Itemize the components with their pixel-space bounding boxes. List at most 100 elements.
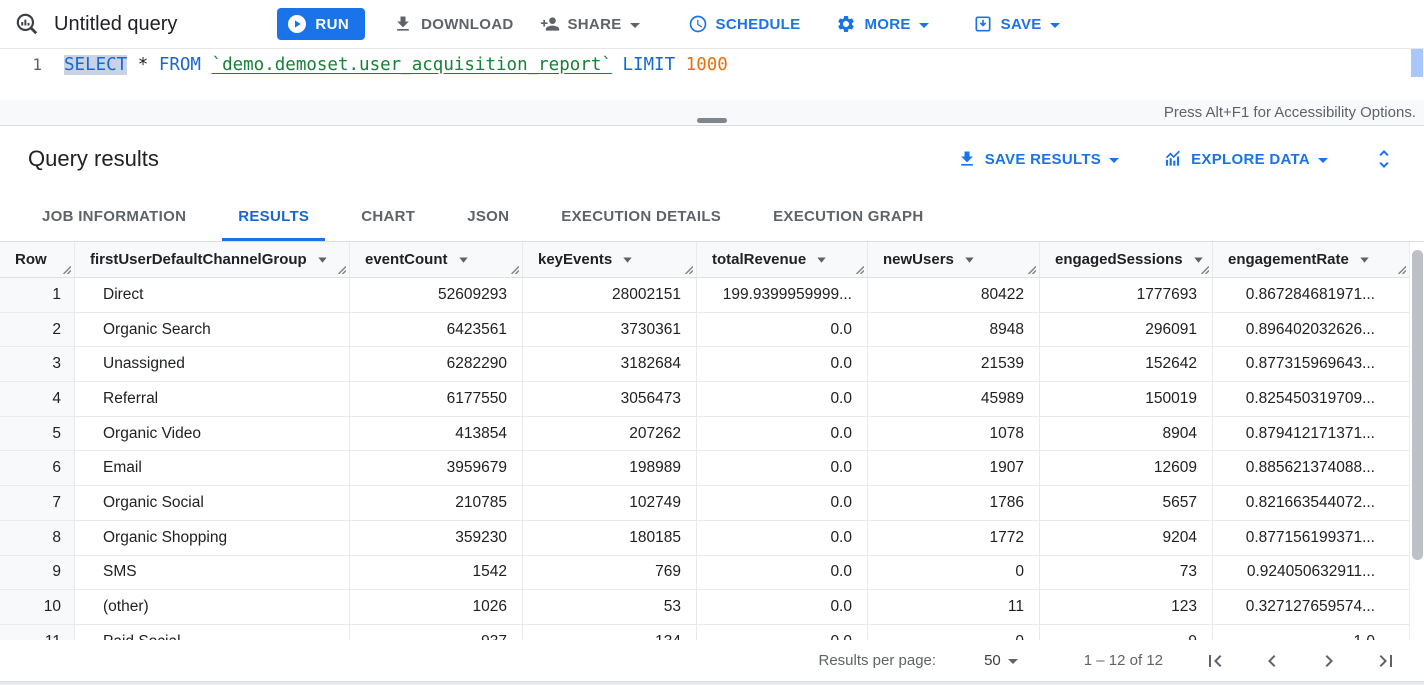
- column-resize-handle[interactable]: [854, 264, 864, 274]
- cell-firstUserDefaultChannelGroup[interactable]: Email: [75, 451, 350, 486]
- code-line[interactable]: SELECT * FROM `demo.demoset.user_acquisi…: [64, 49, 728, 100]
- cell-eventCount[interactable]: 413854: [350, 416, 523, 451]
- horizontal-scrollbar[interactable]: [0, 681, 1424, 685]
- cell-keyEvents[interactable]: 3730361: [523, 312, 697, 347]
- tab-execution-graph[interactable]: EXECUTION GRAPH: [773, 208, 924, 225]
- cell-firstUserDefaultChannelGroup[interactable]: Organic Shopping: [75, 520, 350, 555]
- cell-newUsers[interactable]: 11: [868, 590, 1040, 624]
- cell-engagementRate[interactable]: 0.877156199371...: [1213, 520, 1410, 555]
- cell-engagedSessions[interactable]: 123: [1040, 590, 1213, 624]
- cell-engagedSessions[interactable]: 296091: [1040, 312, 1213, 347]
- cell-engagementRate[interactable]: 0.327127659574...: [1213, 590, 1410, 624]
- sql-editor[interactable]: 1 SELECT * FROM `demo.demoset.user_acqui…: [0, 48, 1424, 100]
- run-button[interactable]: RUN: [277, 8, 366, 40]
- cell-engagedSessions[interactable]: 5657: [1040, 486, 1213, 520]
- cell-keyEvents[interactable]: 769: [523, 555, 697, 590]
- cell-totalRevenue[interactable]: 0.0: [697, 520, 868, 555]
- cell-newUsers[interactable]: 1907: [868, 451, 1040, 486]
- cell-eventCount[interactable]: 52609293: [350, 278, 523, 312]
- cell-engagedSessions[interactable]: 152642: [1040, 347, 1213, 382]
- cell-firstUserDefaultChannelGroup[interactable]: Paid Social: [75, 624, 350, 640]
- cell-eventCount[interactable]: 3959679: [350, 451, 523, 486]
- cell-keyEvents[interactable]: 102749: [523, 486, 697, 520]
- cell-totalRevenue[interactable]: 0.0: [697, 590, 868, 624]
- sort-dropdown-icon[interactable]: [622, 254, 633, 265]
- table-scrollbar[interactable]: [1409, 242, 1424, 640]
- cell-keyEvents[interactable]: 3056473: [523, 382, 697, 416]
- cell-engagementRate[interactable]: 0.896402032626...: [1213, 312, 1410, 347]
- cell-keyEvents[interactable]: 3182684: [523, 347, 697, 382]
- cell-eventCount[interactable]: 1542: [350, 555, 523, 590]
- cell-engagementRate[interactable]: 0.924050632911...: [1213, 555, 1410, 590]
- cell-engagedSessions[interactable]: 73: [1040, 555, 1213, 590]
- cell-firstUserDefaultChannelGroup[interactable]: Referral: [75, 382, 350, 416]
- tab-execution-details[interactable]: EXECUTION DETAILS: [561, 208, 722, 225]
- download-button[interactable]: DOWNLOAD: [393, 14, 513, 34]
- cell-totalRevenue[interactable]: 0.0: [697, 312, 868, 347]
- column-header-engagementRate[interactable]: engagementRate: [1213, 242, 1410, 277]
- column-header-keyEvents[interactable]: keyEvents: [523, 242, 697, 277]
- cell-engagementRate[interactable]: 1.0: [1213, 624, 1410, 640]
- tab-job-information[interactable]: JOB INFORMATION: [42, 208, 187, 225]
- sort-dropdown-icon[interactable]: [458, 254, 469, 265]
- cell-totalRevenue[interactable]: 0.0: [697, 486, 868, 520]
- cell-firstUserDefaultChannelGroup[interactable]: Direct: [75, 278, 350, 312]
- cell-totalRevenue[interactable]: 0.0: [697, 416, 868, 451]
- sort-dropdown-icon[interactable]: [1193, 254, 1204, 265]
- cell-engagedSessions[interactable]: 9204: [1040, 520, 1213, 555]
- cell-eventCount[interactable]: 6282290: [350, 347, 523, 382]
- cell-keyEvents[interactable]: 207262: [523, 416, 697, 451]
- cell-eventCount[interactable]: 6177550: [350, 382, 523, 416]
- cell-newUsers[interactable]: 8948: [868, 312, 1040, 347]
- column-header-newUsers[interactable]: newUsers: [868, 242, 1040, 277]
- cell-firstUserDefaultChannelGroup[interactable]: (other): [75, 590, 350, 624]
- cell-engagementRate[interactable]: 0.879412171371...: [1213, 416, 1410, 451]
- cell-keyEvents[interactable]: 28002151: [523, 278, 697, 312]
- cell-keyEvents[interactable]: 134: [523, 624, 697, 640]
- column-header-firstUserDefaultChannelGroup[interactable]: firstUserDefaultChannelGroup: [75, 242, 350, 277]
- cell-firstUserDefaultChannelGroup[interactable]: Organic Video: [75, 416, 350, 451]
- cell-eventCount[interactable]: 210785: [350, 486, 523, 520]
- cell-eventCount[interactable]: 6423561: [350, 312, 523, 347]
- cell-keyEvents[interactable]: 53: [523, 590, 697, 624]
- column-resize-handle[interactable]: [1199, 264, 1209, 274]
- column-resize-handle[interactable]: [509, 264, 519, 274]
- editor-scrollbar-thumb[interactable]: [1411, 49, 1423, 77]
- cell-newUsers[interactable]: 0: [868, 624, 1040, 640]
- column-resize-handle[interactable]: [336, 264, 346, 274]
- first-page-button[interactable]: [1203, 649, 1227, 673]
- tab-results[interactable]: RESULTS: [222, 192, 326, 241]
- cell-keyEvents[interactable]: 198989: [523, 451, 697, 486]
- cell-engagedSessions[interactable]: 9: [1040, 624, 1213, 640]
- cell-engagementRate[interactable]: 0.885621374088...: [1213, 451, 1410, 486]
- column-header-row[interactable]: Row: [0, 242, 75, 277]
- cell-totalRevenue[interactable]: 199.9399959999...: [697, 278, 868, 312]
- sort-dropdown-icon[interactable]: [964, 254, 975, 265]
- column-header-engagedSessions[interactable]: engagedSessions: [1040, 242, 1213, 277]
- cell-newUsers[interactable]: 0: [868, 555, 1040, 590]
- expand-collapse-button[interactable]: [1372, 147, 1396, 171]
- cell-engagedSessions[interactable]: 8904: [1040, 416, 1213, 451]
- column-header-totalRevenue[interactable]: totalRevenue: [697, 242, 868, 277]
- cell-totalRevenue[interactable]: 0.0: [697, 451, 868, 486]
- table-reference-link[interactable]: `demo.demoset.user_acquisition_report`: [211, 55, 612, 75]
- explore-data-button[interactable]: EXPLORE DATA: [1163, 149, 1328, 169]
- schedule-button[interactable]: SCHEDULE: [688, 14, 801, 34]
- cell-totalRevenue[interactable]: 0.0: [697, 555, 868, 590]
- cell-firstUserDefaultChannelGroup[interactable]: Organic Social: [75, 486, 350, 520]
- save-button[interactable]: SAVE: [973, 14, 1060, 34]
- tab-json[interactable]: JSON: [467, 208, 510, 225]
- save-results-button[interactable]: SAVE RESULTS: [957, 149, 1120, 169]
- cell-engagedSessions[interactable]: 12609: [1040, 451, 1213, 486]
- cell-totalRevenue[interactable]: 0.0: [697, 624, 868, 640]
- cell-engagedSessions[interactable]: 150019: [1040, 382, 1213, 416]
- last-page-button[interactable]: [1374, 649, 1398, 673]
- cell-firstUserDefaultChannelGroup[interactable]: Organic Search: [75, 312, 350, 347]
- column-resize-handle[interactable]: [683, 264, 693, 274]
- cell-engagementRate[interactable]: 0.877315969643...: [1213, 347, 1410, 382]
- cell-engagementRate[interactable]: 0.821663544072...: [1213, 486, 1410, 520]
- column-resize-handle[interactable]: [61, 264, 71, 274]
- panel-resize-handle[interactable]: [697, 118, 727, 123]
- sort-dropdown-icon[interactable]: [317, 254, 328, 265]
- cell-eventCount[interactable]: 359230: [350, 520, 523, 555]
